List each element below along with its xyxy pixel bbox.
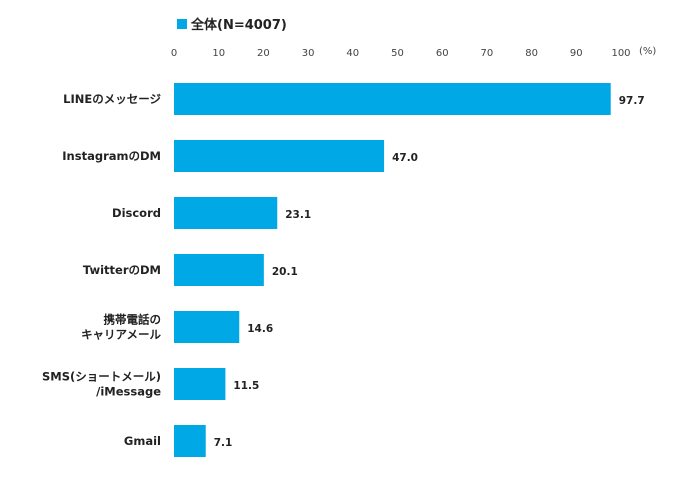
bar — [174, 311, 240, 343]
x-tick-label: 40 — [346, 48, 359, 59]
x-tick-label: 20 — [257, 48, 270, 59]
category-label: Discord — [112, 206, 161, 220]
data-label: 47.0 — [392, 152, 418, 164]
bar — [174, 197, 278, 229]
x-tick-label: 60 — [436, 48, 449, 59]
category-label: Gmail — [124, 434, 161, 448]
x-tick-label: 90 — [570, 48, 583, 59]
category-label: SMS(ショートメール) — [42, 370, 161, 384]
data-label: 14.6 — [247, 323, 273, 335]
x-tick-label: 10 — [212, 48, 225, 59]
x-tick-label: 100 — [611, 48, 630, 59]
category-label: 携帯電話の — [104, 313, 162, 327]
legend-label: 全体(N=4007) — [190, 17, 287, 33]
x-tick-label: 50 — [391, 48, 404, 59]
x-tick-label: 0 — [171, 48, 177, 59]
bar — [174, 368, 226, 400]
x-tick-label: 30 — [302, 48, 315, 59]
category-label: InstagramのDM — [62, 149, 161, 163]
data-label: 97.7 — [619, 95, 645, 107]
bar — [174, 83, 611, 115]
data-label: 20.1 — [272, 266, 298, 278]
data-label: 7.1 — [214, 437, 233, 449]
category-label: /iMessage — [96, 385, 161, 399]
legend-swatch — [177, 19, 187, 29]
category-label: LINEのメッセージ — [63, 92, 161, 106]
axis-unit-label: (%) — [639, 46, 656, 57]
bar — [174, 425, 206, 457]
x-tick-label: 80 — [525, 48, 538, 59]
data-label: 11.5 — [233, 380, 259, 392]
category-label: キャリアメール — [81, 328, 161, 342]
data-label: 23.1 — [285, 209, 311, 221]
category-label: TwitterのDM — [83, 263, 161, 277]
bar — [174, 140, 385, 172]
x-tick-label: 70 — [481, 48, 494, 59]
bar — [174, 254, 264, 286]
